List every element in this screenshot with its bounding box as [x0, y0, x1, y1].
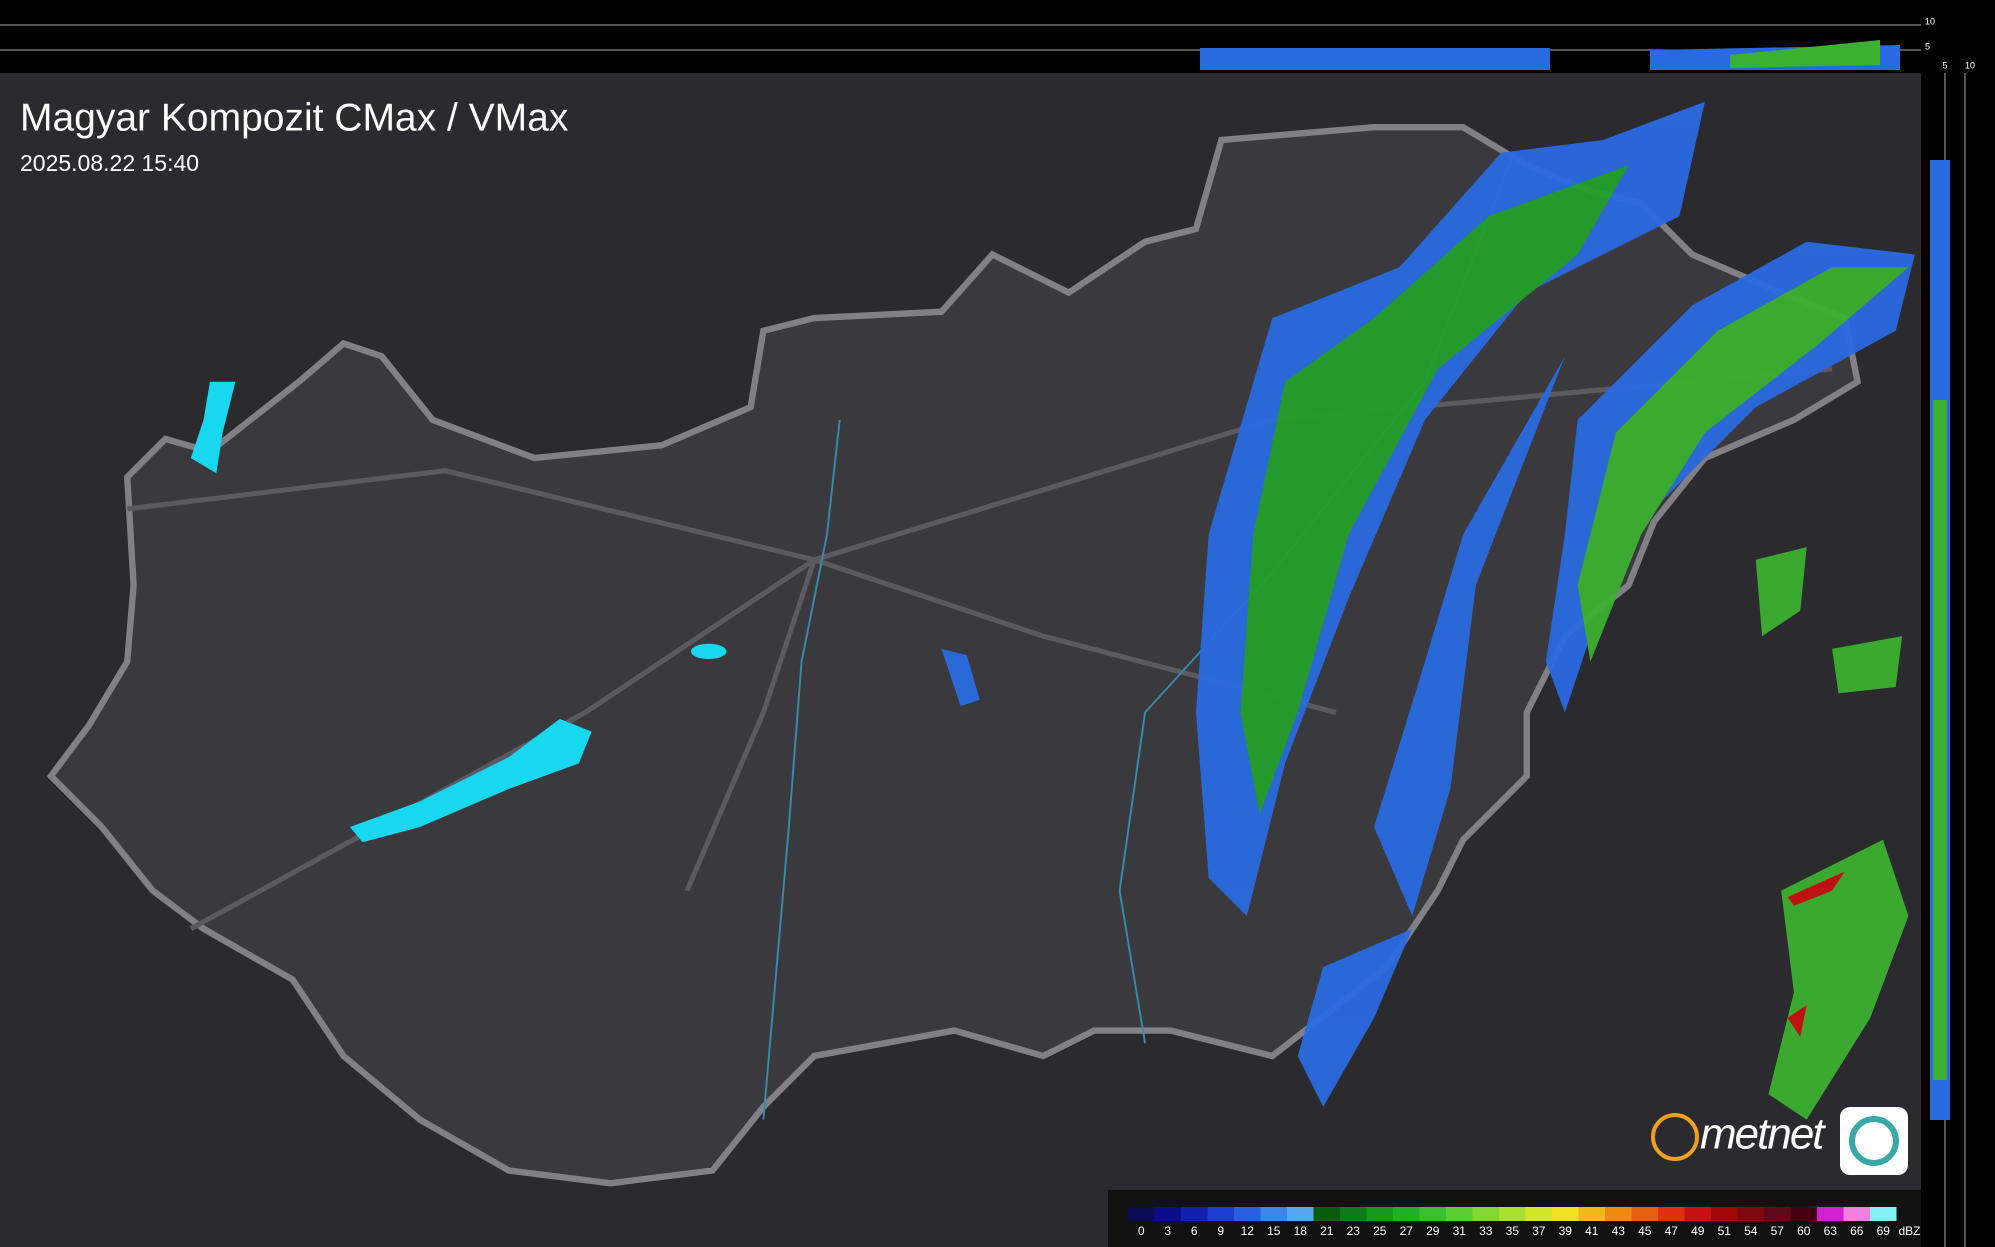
profile-tick-label: 10 — [1965, 60, 1975, 70]
echo-band — [1195, 101, 1705, 917]
legend-label: 47 — [1665, 1224, 1679, 1238]
legend-swatch — [1631, 1207, 1658, 1221]
legend-swatch — [1154, 1207, 1181, 1221]
legend-swatch — [1207, 1207, 1234, 1221]
legend-label: 60 — [1797, 1224, 1811, 1238]
legend-label: 39 — [1559, 1224, 1573, 1238]
legend-label: 21 — [1320, 1224, 1334, 1238]
legend-label: 9 — [1217, 1224, 1224, 1238]
legend-label: 3 — [1164, 1224, 1171, 1238]
legend-label: 66 — [1850, 1224, 1864, 1238]
lake-neusiedl — [190, 381, 236, 474]
legend-label: 63 — [1824, 1224, 1838, 1238]
profile-tick-label: 5 — [1942, 60, 1947, 70]
legend-swatch — [1578, 1207, 1605, 1221]
legend: 0 3 6 9 12 15 18 21 23 25 27 29 31 33 35 37 39 41 43 45 47 49… — [1128, 1207, 1921, 1238]
lake-velence — [690, 643, 727, 660]
legend-label: 37 — [1532, 1224, 1546, 1238]
legend-swatch — [1684, 1207, 1711, 1221]
legend-label: 69 — [1877, 1224, 1891, 1238]
echo-band — [1545, 241, 1915, 713]
legend-label: 6 — [1191, 1224, 1198, 1238]
legend-swatch — [1658, 1207, 1685, 1221]
logo-swirl — [1849, 1116, 1899, 1166]
top-profile-strip — [0, 0, 1921, 73]
echo-band — [941, 648, 980, 707]
legend-swatch — [1287, 1207, 1314, 1221]
legend-label: 0 — [1138, 1224, 1145, 1238]
road — [126, 366, 1833, 932]
legend-swatch — [1234, 1207, 1261, 1221]
logo: metnet — [1651, 1107, 1908, 1175]
logo-text: metnet — [1700, 1110, 1826, 1159]
legend-swatch — [1817, 1207, 1844, 1221]
profile-echoes — [1730, 40, 1880, 68]
legend-swatch — [1472, 1207, 1499, 1221]
legend-swatch — [1552, 1207, 1579, 1221]
legend-label: 41 — [1585, 1224, 1599, 1238]
legend-unit: dBZ — [1899, 1224, 1921, 1238]
echo-core — [1240, 165, 1629, 815]
legend-swatch — [1790, 1207, 1817, 1221]
echo-band — [1297, 928, 1413, 1107]
legend-swatch — [1711, 1207, 1738, 1221]
title: Magyar Kompozit CMax / VMax — [20, 96, 569, 139]
legend-swatch — [1764, 1207, 1791, 1221]
legend-swatch — [1260, 1207, 1287, 1221]
legend-label: 25 — [1373, 1224, 1387, 1238]
legend-swatch — [1313, 1207, 1340, 1221]
echo-core — [1755, 547, 1903, 694]
profile-tick-label: 10 — [1925, 16, 1935, 26]
echo-core — [1768, 839, 1909, 1120]
logo-sun — [1651, 1113, 1699, 1161]
echo-core — [1577, 267, 1909, 662]
legend-label: 51 — [1718, 1224, 1732, 1238]
legend-label: 23 — [1347, 1224, 1361, 1238]
map-layer — [46, 101, 1915, 1187]
legend-label: 35 — [1506, 1224, 1520, 1238]
legend-swatch — [1340, 1207, 1367, 1221]
legend-label: 29 — [1426, 1224, 1440, 1238]
legend-swatch — [1419, 1207, 1446, 1221]
legend-label: 31 — [1453, 1224, 1467, 1238]
legend-label: 12 — [1241, 1224, 1255, 1238]
legend-swatch — [1366, 1207, 1393, 1221]
legend-swatch — [1128, 1207, 1155, 1221]
lake-balaton — [349, 718, 592, 843]
legend-swatch — [1870, 1207, 1897, 1221]
legend-swatch — [1446, 1207, 1473, 1221]
legend-label: 27 — [1400, 1224, 1414, 1238]
legend-swatch — [1605, 1207, 1632, 1221]
legend-label: 45 — [1638, 1224, 1652, 1238]
echo-peak — [1787, 871, 1845, 1037]
profile-echoes — [1200, 45, 1900, 70]
legend-swatch — [1393, 1207, 1420, 1221]
legend-swatch — [1737, 1207, 1764, 1221]
legend-label: 33 — [1479, 1224, 1493, 1238]
timestamp: 2025.08.22 15:40 — [20, 150, 199, 176]
profile-tick-label: 5 — [1925, 41, 1930, 51]
legend-swatch — [1843, 1207, 1870, 1221]
legend-swatch — [1499, 1207, 1526, 1221]
legend-swatch — [1525, 1207, 1552, 1221]
legend-label: 54 — [1744, 1224, 1758, 1238]
profile-echoes — [1933, 400, 1947, 1080]
legend-label: 49 — [1691, 1224, 1705, 1238]
legend-swatch — [1181, 1207, 1208, 1221]
legend-label: 43 — [1612, 1224, 1626, 1238]
legend-label: 57 — [1771, 1224, 1785, 1238]
legend-label: 15 — [1267, 1224, 1281, 1238]
legend-label: 18 — [1294, 1224, 1308, 1238]
